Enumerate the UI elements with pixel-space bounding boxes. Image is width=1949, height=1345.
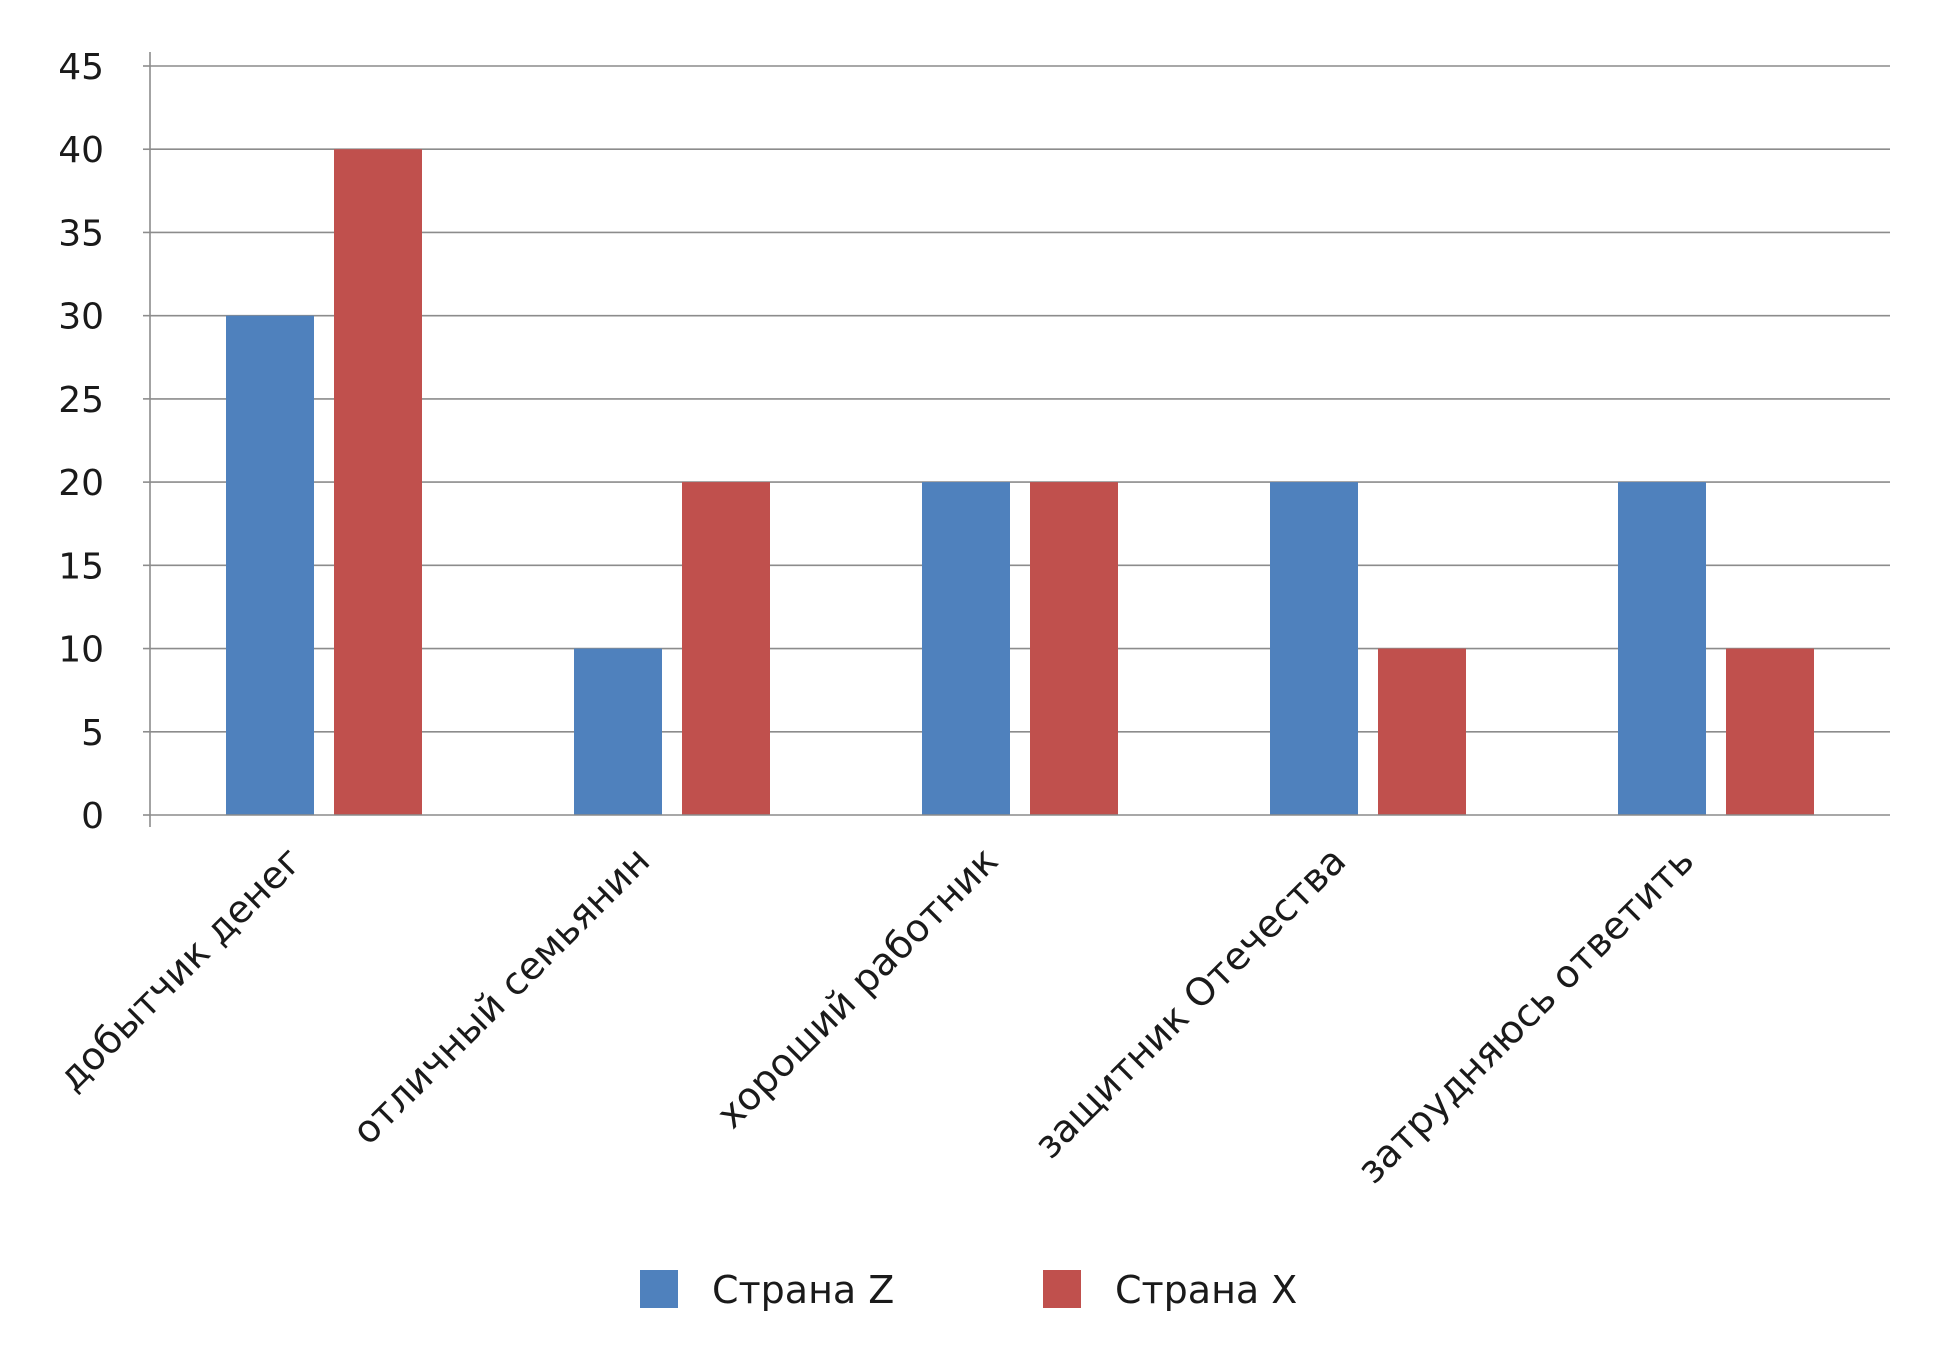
x-tick-label: хороший работник: [708, 838, 1006, 1136]
bars: [226, 149, 1814, 815]
legend-item: Страна X: [1043, 1268, 1297, 1312]
y-tick-label: 30: [58, 297, 104, 338]
x-tick-label: затрудняюсь ответить: [1349, 838, 1703, 1192]
bar: [1618, 482, 1706, 815]
x-tick-label: защитник Отечества: [1026, 838, 1355, 1167]
y-tick-label: 35: [58, 213, 104, 254]
y-tick-labels: 0 5 10 15 20 25 30 35 40 45: [58, 47, 104, 837]
axes: [143, 52, 1890, 827]
x-tick-labels: добытчик денег отличный семьянин хороший р…: [49, 838, 1702, 1192]
y-tick-label: 20: [58, 463, 104, 504]
y-tick-label: 25: [58, 380, 104, 421]
y-tick-label: 0: [81, 796, 104, 837]
legend-item: Страна Z: [640, 1268, 894, 1312]
bar: [574, 648, 662, 815]
bar: [922, 482, 1010, 815]
legend: Страна Z Страна X: [640, 1268, 1297, 1312]
bar: [1726, 648, 1814, 815]
x-tick-label: добытчик денег: [49, 838, 310, 1099]
y-tick-label: 15: [58, 546, 104, 587]
bar: [226, 315, 314, 815]
legend-label: Страна X: [1115, 1268, 1297, 1312]
bar: [1030, 482, 1118, 815]
bar: [682, 482, 770, 815]
legend-swatch: [640, 1270, 678, 1308]
y-tick-label: 10: [58, 630, 104, 671]
bar: [1378, 648, 1466, 815]
grid-lines: [150, 65, 1890, 733]
y-tick-label: 5: [81, 713, 104, 754]
x-tick-label: отличный семьянин: [344, 838, 659, 1153]
y-tick-label: 45: [58, 47, 104, 88]
legend-label: Страна Z: [712, 1268, 894, 1312]
y-tick-label: 40: [58, 130, 104, 171]
bar: [1270, 482, 1358, 815]
legend-swatch: [1043, 1270, 1081, 1308]
bar: [334, 149, 422, 815]
